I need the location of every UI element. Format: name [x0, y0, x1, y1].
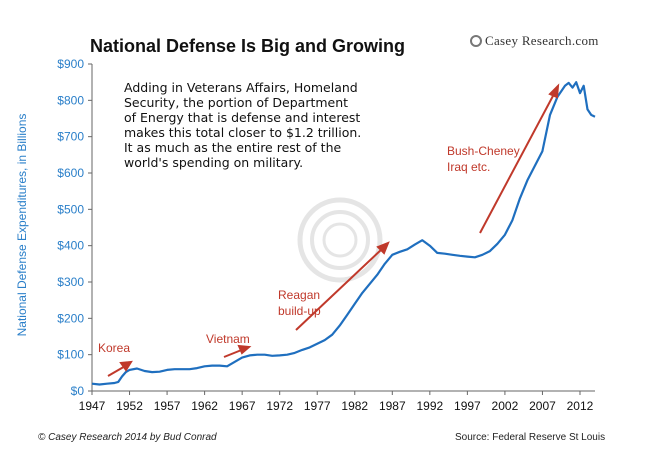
x-tick-label: 1977: [304, 399, 331, 413]
x-tick-label: 1992: [416, 399, 443, 413]
y-tick-label: $800: [57, 93, 84, 107]
x-tick-label: 1962: [191, 399, 218, 413]
footer-source: Source: Federal Reserve St Louis: [455, 432, 606, 443]
watermark: [297, 197, 383, 283]
y-tick-label: $0: [71, 384, 85, 398]
korea-arrowhead: [119, 360, 133, 372]
bush-arrow: [479, 93, 555, 234]
x-tick-label: 1972: [266, 399, 293, 413]
y-tick-label: $700: [57, 130, 84, 144]
x-tick-label: 2012: [567, 399, 594, 413]
y-tick-label: $500: [57, 202, 84, 216]
x-tick-label: 1997: [454, 399, 481, 413]
y-tick-label: $100: [57, 348, 84, 362]
y-axis: $0 $100 $200 $300 $400 $500 $600 $700 $800 $900: [57, 57, 93, 398]
x-tick-label: 1987: [379, 399, 406, 413]
x-tick-label: 1947: [79, 399, 106, 413]
brand-text: Casey Research.com: [485, 33, 599, 48]
x-tick-label: 2007: [529, 399, 556, 413]
x-tick-label: 1967: [229, 399, 256, 413]
x-tick-label: 1952: [116, 399, 143, 413]
reagan-arrowhead: [376, 241, 390, 255]
chart-title: National Defense Is Big and Growing: [90, 36, 406, 56]
annotation-bush: Bush-Cheney Iraq etc.: [447, 144, 520, 174]
x-tick-label: 2002: [492, 399, 519, 413]
x-axis: 1947 1952 1957 1962 1967 1972 1977 1982 1987 1992…: [79, 390, 595, 413]
y-tick-label: $300: [57, 275, 84, 289]
y-tick-label: $900: [57, 57, 84, 71]
annotation-reagan: Reagan build-up: [278, 288, 321, 318]
vietnam-arrowhead: [237, 344, 252, 355]
footer-copyright: © Casey Research 2014 by Bud Conrad: [38, 432, 217, 443]
series-layer: [91, 81, 596, 386]
annotation-korea: Korea: [98, 341, 131, 355]
y-tick-label: $400: [57, 239, 84, 253]
annotation-vietnam: Vietnam: [206, 332, 250, 346]
brand-logo: Casey Research.com: [470, 33, 599, 49]
x-tick-label: 1957: [154, 399, 181, 413]
annotation-note: Adding in Veterans Affairs, Homeland Sec…: [124, 80, 362, 170]
reagan-arrow: [295, 247, 384, 331]
y-tick-label: $600: [57, 166, 84, 180]
bush-arrowhead: [548, 83, 560, 99]
y-axis-label: National Defense Expenditures, in Billio…: [15, 114, 29, 337]
series-line: [91, 81, 596, 386]
y-tick-label: $200: [57, 311, 84, 325]
x-tick-label: 1982: [341, 399, 368, 413]
casey-logo-icon: [470, 35, 482, 47]
arrows: [107, 83, 560, 377]
